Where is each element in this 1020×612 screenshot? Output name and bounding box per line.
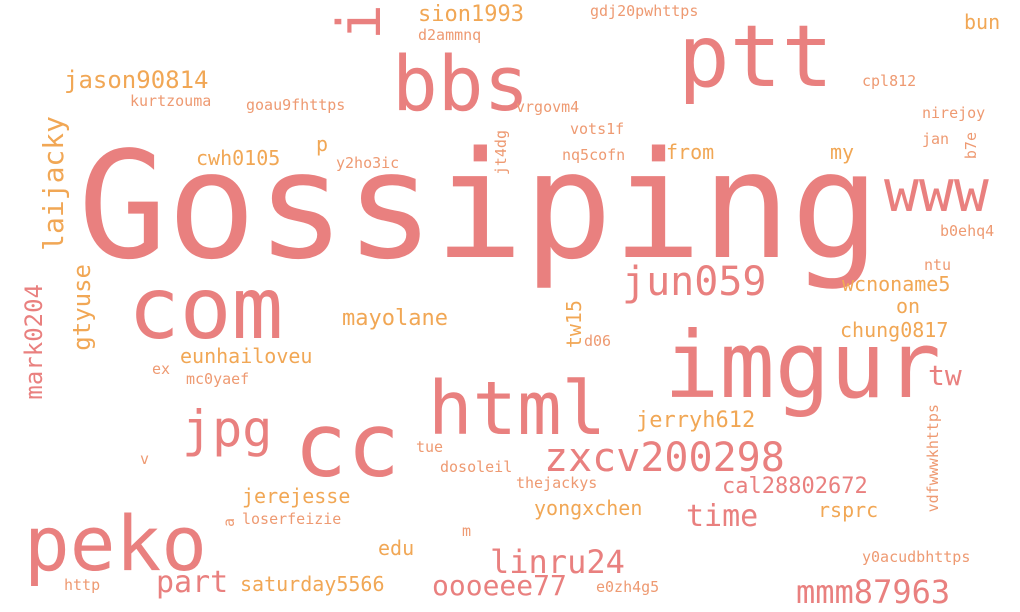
word-jan: jan xyxy=(922,130,950,148)
word-jun059: jun059 xyxy=(622,259,767,305)
word-e0zh4g5: e0zh4g5 xyxy=(596,578,660,596)
word-gdj20pwhttps: gdj20pwhttps xyxy=(590,2,699,20)
word-m: m xyxy=(462,522,472,540)
word-nirejoy: nirejoy xyxy=(922,104,986,122)
word-http: http xyxy=(64,576,101,594)
word-tue: tue xyxy=(416,438,444,456)
word-y0acudbhttps: y0acudbhttps xyxy=(862,548,971,566)
word-wcnoname5: wcnoname5 xyxy=(842,272,951,296)
word-gossiping: Gossiping xyxy=(78,120,880,292)
word-cwh0105: cwh0105 xyxy=(196,146,281,170)
word-vots1f: vots1f xyxy=(570,120,625,138)
word-cc: cc xyxy=(294,394,400,497)
word-bun: bun xyxy=(964,10,1001,34)
word-a: a xyxy=(220,518,238,528)
word-laijacky: laijacky xyxy=(37,116,70,251)
word-com: com xyxy=(128,259,284,359)
word-i: i xyxy=(325,4,395,41)
word-chung0817: chung0817 xyxy=(840,318,949,342)
word-thejackys: thejackys xyxy=(516,474,598,492)
word-part: part xyxy=(156,565,229,600)
word-dosoleil: dosoleil xyxy=(440,458,513,476)
word-my: my xyxy=(830,140,855,164)
word-imgur: imgur xyxy=(664,312,941,419)
word-mark0204: mark0204 xyxy=(20,284,48,400)
word-ntu: ntu xyxy=(924,256,952,274)
word-vrgovm4: vrgovm4 xyxy=(516,98,580,116)
word-gtyuse: gtyuse xyxy=(68,264,96,351)
word-d06: d06 xyxy=(584,332,612,350)
word-nq5cofn: nq5cofn xyxy=(562,146,626,164)
word-jerejesse: jerejesse xyxy=(242,484,351,508)
word-jerryh612: jerryh612 xyxy=(636,408,756,433)
word-html: html xyxy=(428,366,607,452)
word-kurtzouma: kurtzouma xyxy=(130,92,212,110)
word-www: www xyxy=(884,157,989,225)
word-oooeee77: oooeee77 xyxy=(432,569,567,602)
word-b0ehq4: b0ehq4 xyxy=(940,222,995,240)
word-mayolane: mayolane xyxy=(342,306,448,331)
word-linru24: linru24 xyxy=(490,543,625,581)
word-jpg: jpg xyxy=(182,400,273,458)
word-eunhailoveu: eunhailoveu xyxy=(180,344,313,368)
word-loserfeizie: loserfeizie xyxy=(242,510,342,528)
word-tw15: tw15 xyxy=(562,300,586,349)
word-bbs: bbs xyxy=(392,39,530,128)
word-yongxchen: yongxchen xyxy=(534,496,643,520)
word-mc0yaef: mc0yaef xyxy=(186,370,250,388)
word-p: p xyxy=(316,132,329,156)
word-y2ho3ic: y2ho3ic xyxy=(336,154,400,172)
word-zxcv200298: zxcv200298 xyxy=(544,435,785,481)
word-on: on xyxy=(896,294,921,318)
word-jason90814: jason90814 xyxy=(64,66,209,94)
word-jt4dg: jt4dg xyxy=(492,130,510,176)
word-ptt: ptt xyxy=(678,7,834,107)
word-saturday5566: saturday5566 xyxy=(240,572,385,596)
word-mmm87963: mmm87963 xyxy=(796,573,951,611)
word-b7e: b7e xyxy=(962,132,980,160)
word-rsprc: rsprc xyxy=(818,498,879,522)
word-cal28802672: cal28802672 xyxy=(722,474,868,499)
word-cpl812: cpl812 xyxy=(862,72,917,90)
word-time: time xyxy=(686,499,759,534)
word-sion1993: sion1993 xyxy=(418,2,524,27)
word-d2ammnq: d2ammnq xyxy=(418,26,482,44)
word-from: from xyxy=(666,140,715,164)
word-edu: edu xyxy=(378,536,415,560)
word-tw: tw xyxy=(928,359,962,392)
word-goau9fhttps: goau9fhttps xyxy=(246,96,346,114)
word-peko: peko xyxy=(24,499,208,588)
word-ex: ex xyxy=(152,360,171,378)
word-v: v xyxy=(140,450,150,468)
word-vdfwwwkhttps: vdfwwwkhttps xyxy=(924,404,942,513)
